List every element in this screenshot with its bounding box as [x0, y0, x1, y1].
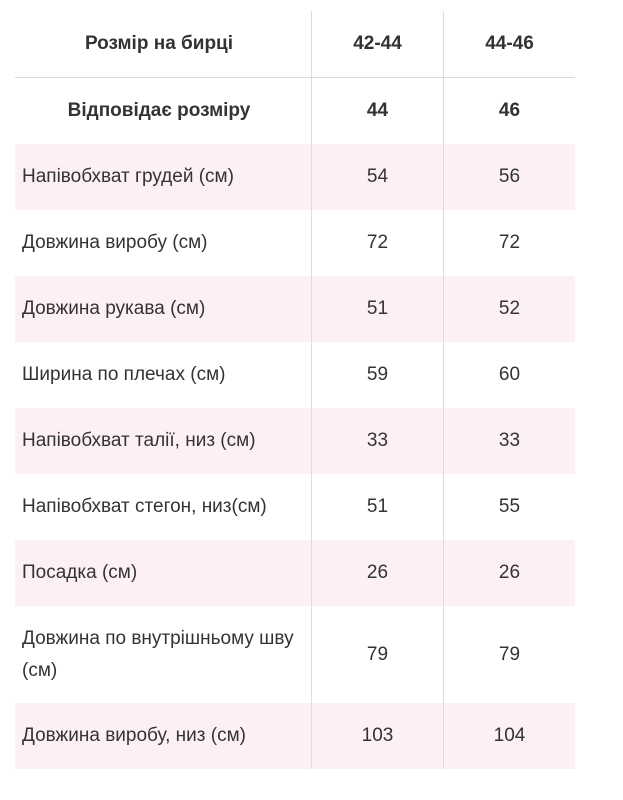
- row-label: Ширина по плечах (см): [22, 364, 226, 385]
- table-row: Напівобхват грудей (см) 54 56: [15, 144, 575, 210]
- row-value-col-1: 33: [311, 408, 443, 474]
- row-label: Довжина виробу (см): [22, 232, 208, 253]
- row-label: Довжина по внутрішньому шву (см): [22, 627, 294, 681]
- row-value-col-2: 33: [443, 408, 575, 474]
- table-row: Довжина по внутрішньому шву (см) 79 79: [15, 606, 575, 703]
- table-row: Довжина рукава (см) 51 52: [15, 276, 575, 342]
- row-label: Напівобхват грудей (см): [22, 166, 234, 187]
- table-row: Напівобхват талії, низ (см) 33 33: [15, 408, 575, 474]
- row-label: Посадка (см): [22, 562, 138, 583]
- row-value-col-1: 79: [311, 606, 443, 703]
- row-value-col-2: 52: [443, 276, 575, 342]
- table-row: Напівобхват стегон, низ(см) 51 55: [15, 474, 575, 540]
- row-label: Довжина рукава (см): [22, 298, 206, 319]
- table-header-row: Розмір на бирці 42-44 44-46: [15, 11, 575, 78]
- row-value-col-1: 54: [311, 144, 443, 210]
- row-value-col-2: 79: [443, 606, 575, 703]
- row-label: Довжина виробу, низ (см): [22, 725, 246, 746]
- table-row: Посадка (см) 26 26: [15, 540, 575, 606]
- row-value-col-2: 72: [443, 210, 575, 276]
- header-size-label: Розмір на бирці: [84, 33, 234, 54]
- row-label: Напівобхват талії, низ (см): [22, 430, 256, 451]
- row-value-col-1: 51: [311, 474, 443, 540]
- table-row: Довжина виробу (см) 72 72: [15, 210, 575, 276]
- row-label: Відповідає розміру: [67, 100, 251, 121]
- row-value-col-1: 59: [311, 342, 443, 408]
- header-size-col-1: 42-44: [311, 11, 443, 77]
- row-value-col-1: 44: [311, 78, 443, 144]
- row-label: Напівобхват стегон, низ(см): [22, 496, 267, 517]
- table-row: Ширина по плечах (см) 59 60: [15, 342, 575, 408]
- size-chart-table: Розмір на бирці 42-44 44-46 Відповідає р…: [15, 11, 575, 769]
- header-size-col-2: 44-46: [443, 11, 575, 77]
- row-value-col-1: 103: [311, 703, 443, 769]
- row-value-col-2: 104: [443, 703, 575, 769]
- row-value-col-2: 26: [443, 540, 575, 606]
- row-value-col-1: 51: [311, 276, 443, 342]
- table-row: Довжина виробу, низ (см) 103 104: [15, 703, 575, 769]
- row-value-col-2: 56: [443, 144, 575, 210]
- row-value-col-2: 46: [443, 78, 575, 144]
- table-row: Відповідає розміру 44 46: [15, 78, 575, 144]
- row-value-col-1: 26: [311, 540, 443, 606]
- row-value-col-2: 60: [443, 342, 575, 408]
- row-value-col-1: 72: [311, 210, 443, 276]
- row-value-col-2: 55: [443, 474, 575, 540]
